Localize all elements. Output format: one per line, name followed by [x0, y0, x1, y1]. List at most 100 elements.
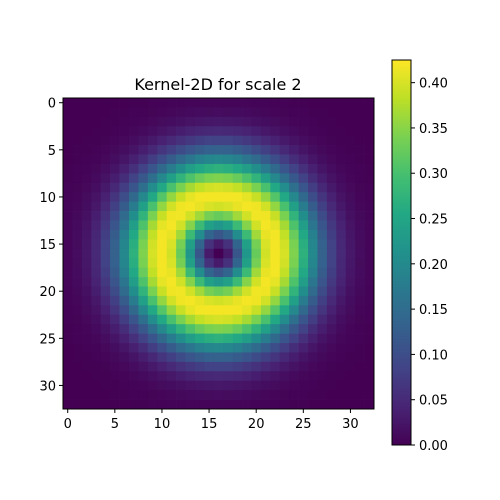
heatmap-cell: [167, 221, 177, 231]
heatmap-cell: [72, 211, 82, 221]
heatmap-cell: [355, 343, 365, 353]
heatmap-cell: [167, 230, 177, 240]
heatmap-cell: [346, 249, 356, 259]
heatmap-cell: [261, 164, 271, 174]
heatmap-cell: [242, 183, 252, 193]
heatmap-cell: [91, 136, 101, 146]
heatmap-cell: [129, 268, 139, 278]
heatmap-cell: [63, 400, 73, 410]
heatmap-cell: [317, 305, 327, 315]
heatmap-cell: [148, 126, 158, 136]
heatmap-cell: [91, 145, 101, 155]
heatmap-cell: [91, 268, 101, 278]
heatmap-cell: [346, 352, 356, 362]
heatmap-cell: [223, 268, 233, 278]
heatmap-cell: [167, 202, 177, 212]
heatmap-cell: [261, 334, 271, 344]
heatmap-cell: [242, 258, 252, 268]
heatmap-cell: [157, 268, 167, 278]
heatmap-cell: [346, 183, 356, 193]
heatmap-cell: [101, 192, 111, 202]
heatmap-cell: [110, 192, 120, 202]
heatmap-cell: [355, 192, 365, 202]
heatmap-cell: [242, 268, 252, 278]
heatmap-cell: [355, 239, 365, 249]
heatmap-cell: [251, 239, 261, 249]
heatmap-cell: [82, 164, 92, 174]
heatmap-cell: [289, 173, 299, 183]
heatmap-cell: [91, 173, 101, 183]
heatmap-cell: [101, 371, 111, 381]
heatmap-cell: [251, 258, 261, 268]
heatmap-cell: [327, 136, 337, 146]
heatmap-cell: [157, 164, 167, 174]
heatmap-cell: [289, 268, 299, 278]
heatmap-cell: [261, 107, 271, 117]
heatmap-cell: [129, 192, 139, 202]
heatmap-cell: [280, 258, 290, 268]
heatmap-cell: [299, 249, 309, 259]
heatmap-cell: [270, 315, 280, 325]
heatmap-cell: [308, 126, 318, 136]
heatmap-cell: [110, 230, 120, 240]
heatmap-cell: [148, 239, 158, 249]
heatmap-cell: [308, 277, 318, 287]
heatmap-cell: [186, 211, 196, 221]
heatmap-cell: [308, 221, 318, 231]
heatmap-cell: [317, 343, 327, 353]
heatmap-cell: [91, 277, 101, 287]
heatmap-cell: [72, 107, 82, 117]
heatmap-cell: [346, 324, 356, 334]
heatmap-cell: [204, 371, 214, 381]
heatmap-cell: [346, 211, 356, 221]
heatmap-cell: [327, 286, 337, 296]
heatmap-cell: [195, 390, 205, 400]
heatmap-cell: [251, 155, 261, 165]
heatmap-cell: [242, 352, 252, 362]
heatmap-cell: [336, 230, 346, 240]
heatmap-cell: [110, 324, 120, 334]
heatmap-cell: [336, 400, 346, 410]
heatmap-cell: [261, 211, 271, 221]
heatmap-cell: [129, 145, 139, 155]
heatmap-cell: [110, 221, 120, 231]
heatmap-cell: [299, 211, 309, 221]
heatmap-cell: [261, 268, 271, 278]
heatmap-cell: [336, 155, 346, 165]
heatmap-cell: [327, 400, 337, 410]
heatmap-cell: [148, 381, 158, 391]
heatmap-cell: [223, 202, 233, 212]
heatmap-cell: [167, 296, 177, 306]
heatmap-cell: [110, 164, 120, 174]
colorbar-tick-label: 0.10: [419, 348, 448, 363]
heatmap-cell: [289, 362, 299, 372]
heatmap-cell: [110, 371, 120, 381]
heatmap-cell: [204, 126, 214, 136]
heatmap-cell: [186, 98, 196, 108]
heatmap-cell: [129, 211, 139, 221]
heatmap-cell: [120, 362, 130, 372]
heatmap-cell: [270, 183, 280, 193]
heatmap-cell: [101, 145, 111, 155]
heatmap-cell: [195, 324, 205, 334]
heatmap-cell: [289, 192, 299, 202]
heatmap-cell: [120, 183, 130, 193]
heatmap-cell: [346, 362, 356, 372]
heatmap-cell: [308, 155, 318, 165]
heatmap-cell: [327, 107, 337, 117]
heatmap-cell: [280, 221, 290, 231]
heatmap-cell: [299, 381, 309, 391]
y-tick-label: 30: [39, 379, 56, 394]
x-tick-label: 10: [154, 417, 171, 432]
heatmap-cell: [195, 277, 205, 287]
heatmap-cell: [346, 390, 356, 400]
heatmap-cell: [63, 268, 73, 278]
heatmap-cell: [223, 192, 233, 202]
heatmap-cell: [289, 117, 299, 127]
heatmap-cell: [157, 230, 167, 240]
heatmap-cell: [195, 230, 205, 240]
heatmap-cell: [110, 173, 120, 183]
heatmap-cell: [251, 249, 261, 259]
heatmap-cell: [195, 334, 205, 344]
heatmap-cell: [242, 230, 252, 240]
